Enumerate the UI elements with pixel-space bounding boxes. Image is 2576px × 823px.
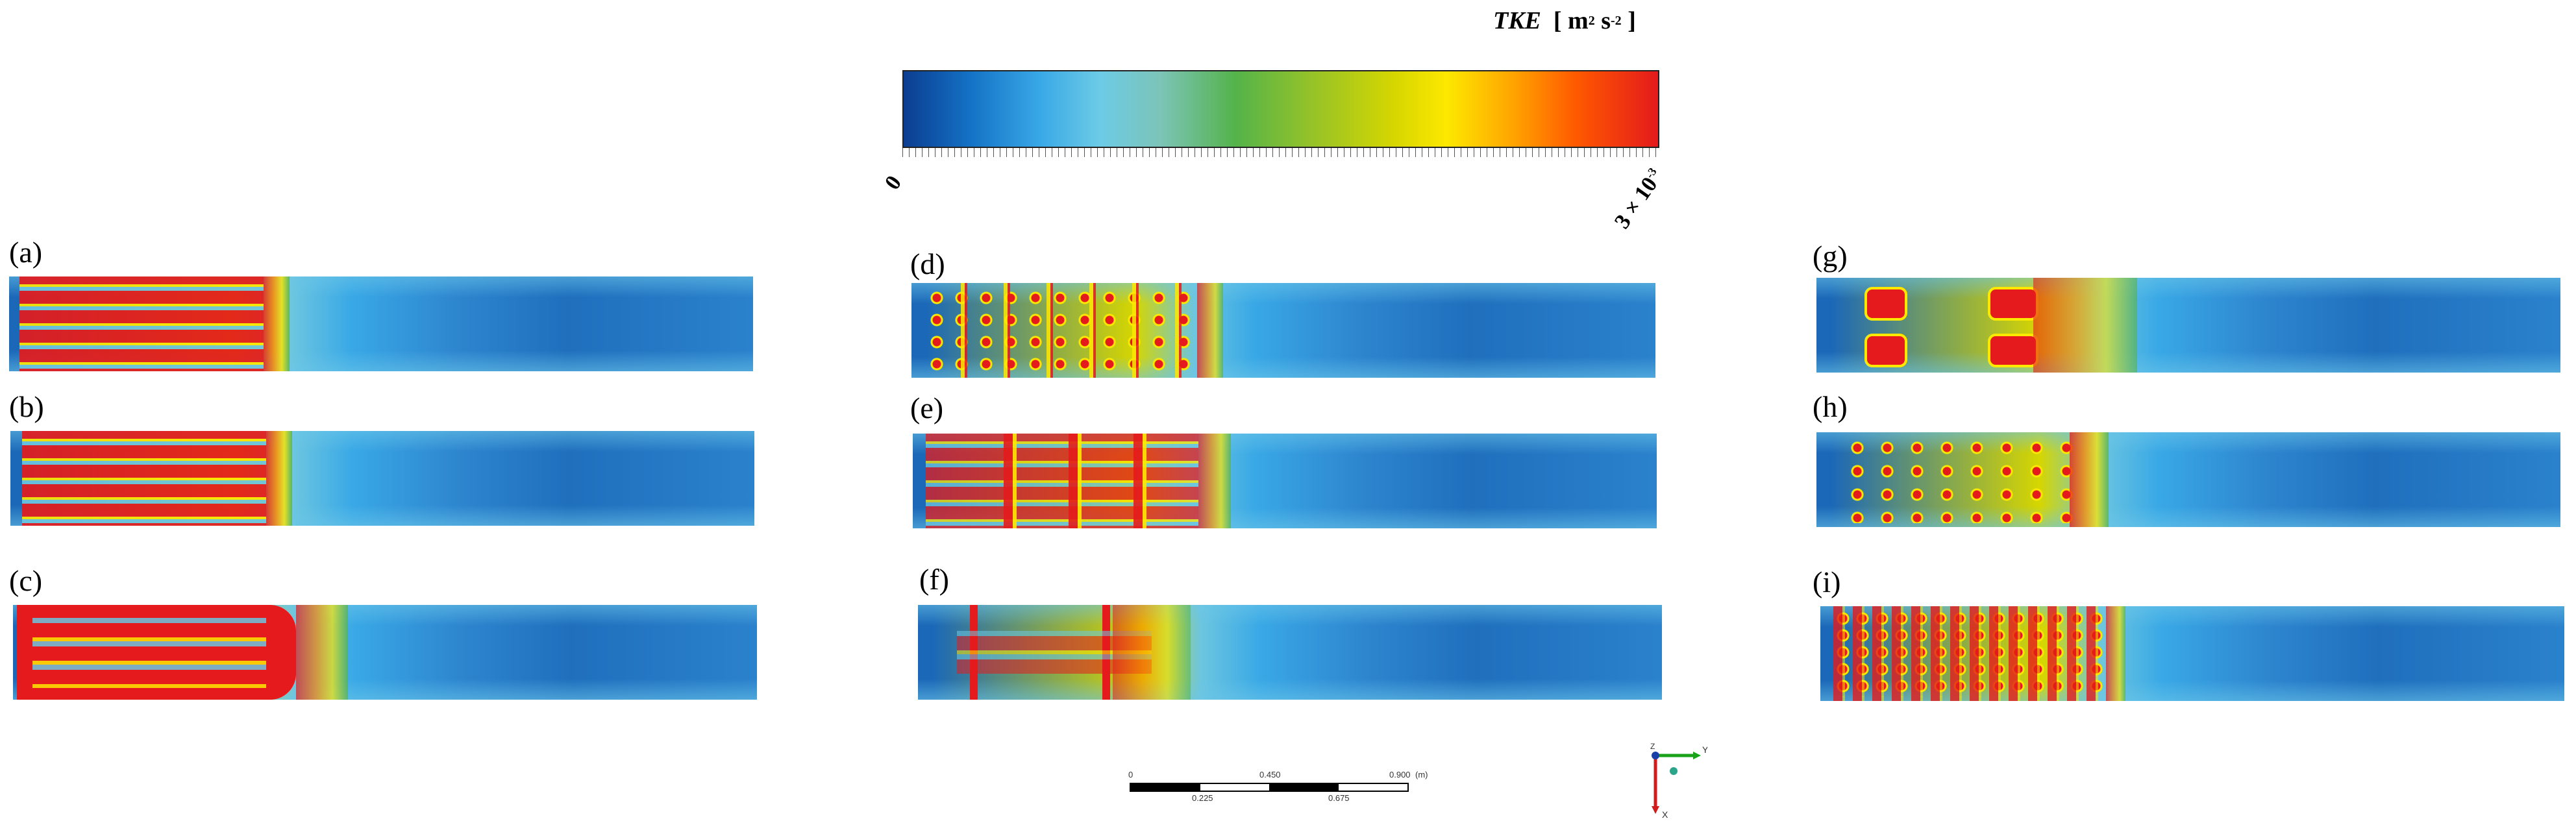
legend-unit: [ m2 s-2 ] — [1553, 7, 1636, 34]
tke-panel-h — [1816, 432, 2560, 527]
tke-panel-g — [1816, 278, 2560, 373]
panel-label-d: (d) — [910, 247, 945, 280]
axis-triad-icon: Y X Z — [1650, 742, 1707, 819]
scalebar-label-0675: 0.675 — [1328, 793, 1350, 803]
axis-y-label: Y — [1702, 744, 1707, 755]
panel-label-c: (c) — [9, 564, 43, 597]
tke-panel-f — [918, 605, 1662, 700]
turbulence-zone — [22, 431, 266, 526]
cylinder-cluster — [1864, 287, 1907, 321]
cylinder-cluster — [1988, 287, 2038, 321]
panel-label-f: (f) — [919, 563, 949, 596]
cylinder-cluster — [1864, 334, 1907, 367]
wake-transition — [2106, 606, 2125, 701]
turbulence-zone — [1842, 436, 2083, 523]
tke-panel-i — [1820, 606, 2564, 701]
panel-label-i: (i) — [1813, 565, 1841, 598]
cylinder-cluster — [1988, 334, 2038, 367]
panel-label-a: (a) — [9, 236, 43, 269]
colorbar-max-label: 3 × 10-3 — [1610, 165, 1663, 234]
wake-transition — [264, 276, 290, 371]
cylinder-columns — [952, 434, 1185, 528]
vegetation-rows — [32, 618, 266, 688]
panel-label-g: (g) — [1813, 240, 1848, 273]
axis-z-label: Z — [1650, 742, 1655, 751]
wake-transition — [1198, 434, 1231, 528]
tke-panel-a — [9, 276, 753, 371]
wake-transition — [2070, 432, 2109, 527]
panel-label-e: (e) — [910, 391, 944, 424]
panel-label-b: (b) — [9, 390, 44, 423]
wake-transition — [1197, 283, 1223, 378]
colorbar — [902, 70, 1659, 148]
scale-bar — [1130, 783, 1409, 792]
tke-panel-d — [911, 283, 1655, 378]
legend-variable: TKE — [1493, 7, 1541, 34]
tke-panel-e — [913, 434, 1657, 528]
scalebar-label-0450: 0.450 — [1259, 770, 1281, 780]
scalebar-label-0: 0 — [1128, 770, 1133, 780]
cylinder-columns — [1833, 606, 2106, 701]
wake-transition — [266, 431, 292, 526]
tke-panel-c — [13, 605, 757, 700]
panel-label-h: (h) — [1813, 390, 1848, 423]
wake-transition — [1113, 605, 1191, 700]
cylinder-columns — [924, 283, 1197, 378]
legend-title: TKE [ m2 s-2 ] — [1493, 6, 1636, 35]
wake-transition — [296, 605, 348, 700]
colorbar-ticks — [902, 148, 1659, 157]
turbulence-zone — [19, 276, 264, 371]
tke-panel-b — [10, 431, 754, 526]
scalebar-label-0225: 0.225 — [1192, 793, 1213, 803]
scalebar-unit: (m) — [1415, 770, 1428, 780]
axis-x-label: X — [1662, 809, 1668, 819]
colorbar-min-label: 0 — [880, 171, 907, 195]
wake-transition — [2033, 278, 2137, 373]
scalebar-label-0900: 0.900 — [1389, 770, 1411, 780]
